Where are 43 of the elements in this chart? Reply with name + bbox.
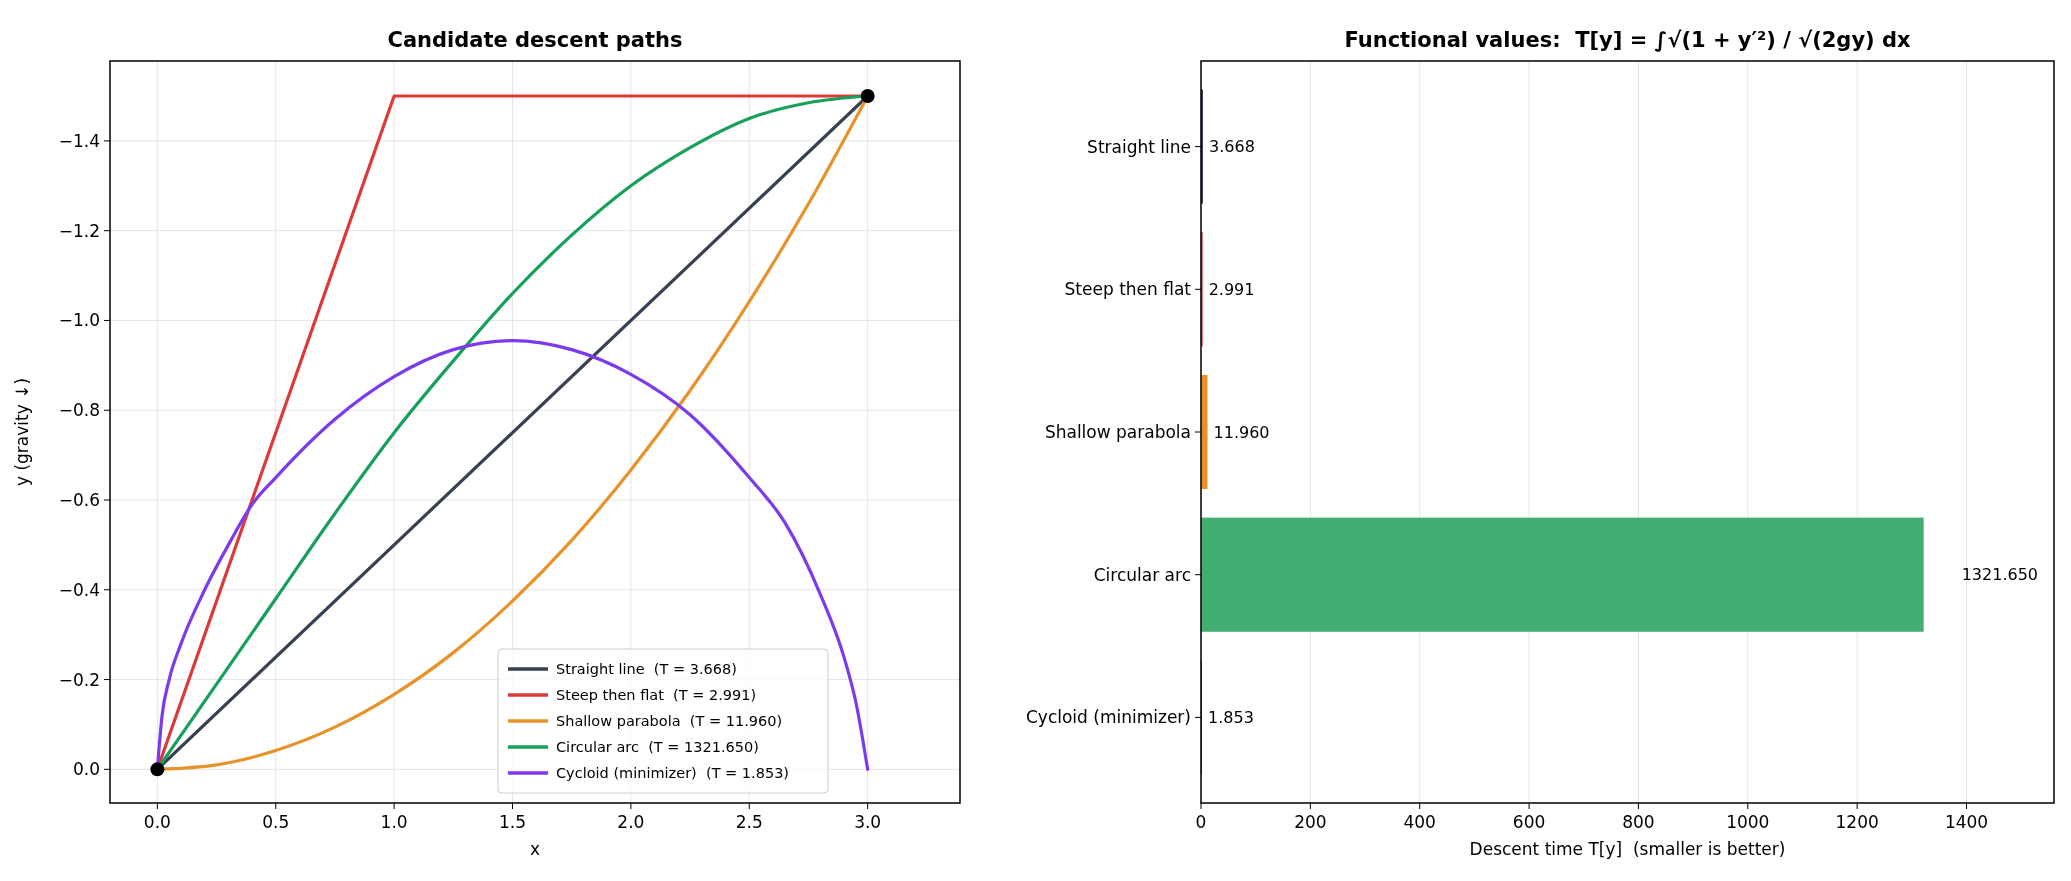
y-tick-label: −1.0 <box>58 310 100 331</box>
y-tick-label: Steep then flat <box>1064 279 1192 300</box>
x-tick-label: 400 <box>1403 812 1436 832</box>
x-tick-label: 200 <box>1294 812 1327 832</box>
x-axis-title: x <box>529 839 541 859</box>
y-tick-label: Shallow parabola <box>1044 421 1191 442</box>
x-tick-label: 800 <box>1622 812 1655 832</box>
legend-label: Circular arc (T = 1321.650) <box>556 739 759 756</box>
legend-label: Shallow parabola (T = 11.960) <box>556 713 783 730</box>
chart-title: Functional values: T[y] = ∫√(1 + y′²) / √(2gy) dx <box>1344 28 1912 52</box>
y-tick-label: −1.4 <box>58 130 100 151</box>
x-tick-label: 1200 <box>1835 812 1879 832</box>
y-tick-label: −1.2 <box>58 220 100 241</box>
x-tick-label: 1.0 <box>380 812 408 832</box>
x-tick-label: 1400 <box>1944 812 1989 832</box>
x-tick-label: 0.0 <box>143 812 171 832</box>
x-tick-label: 2.0 <box>617 812 645 832</box>
x-tick-label: 0.5 <box>262 812 290 832</box>
y-tick-label: Cycloid (minimizer) <box>1025 707 1191 728</box>
x-tick-label: 1000 <box>1726 812 1770 832</box>
legend-label: Cycloid (minimizer) (T = 1.853) <box>556 765 790 782</box>
y-tick-label: −0.2 <box>58 669 100 690</box>
x-tick-label: 2.5 <box>735 812 763 832</box>
y-tick-label: Straight line <box>1087 136 1191 157</box>
data-label: 2.991 <box>1208 279 1255 299</box>
x-tick-label: 3.0 <box>854 812 882 832</box>
y-tick-label: −0.4 <box>58 579 100 600</box>
data-label: 3.668 <box>1209 137 1255 157</box>
data-label: 1.853 <box>1208 707 1254 727</box>
legend-label: Steep then flat (T = 2.991) <box>556 687 757 704</box>
x-tick-label: 600 <box>1512 812 1546 832</box>
x-axis-title: Descent time T[y] (smaller is better) <box>1469 839 1786 859</box>
y-tick-label: −0.6 <box>58 489 100 510</box>
legend-label: Straight line (T = 3.668) <box>556 661 737 678</box>
x-tick-label: 1.5 <box>498 812 527 832</box>
y-axis-title: y (gravity ↓) <box>12 377 32 487</box>
x-tick-label: 0 <box>1195 812 1207 832</box>
data-label: 1321.650 <box>1961 565 2039 585</box>
y-tick-label: 0.0 <box>72 759 100 780</box>
y-tick-label: −0.8 <box>58 400 100 421</box>
chart-title: Candidate descent paths <box>387 28 683 52</box>
y-tick-label: Circular arc <box>1093 564 1191 585</box>
data-label: 11.960 <box>1213 422 1270 442</box>
